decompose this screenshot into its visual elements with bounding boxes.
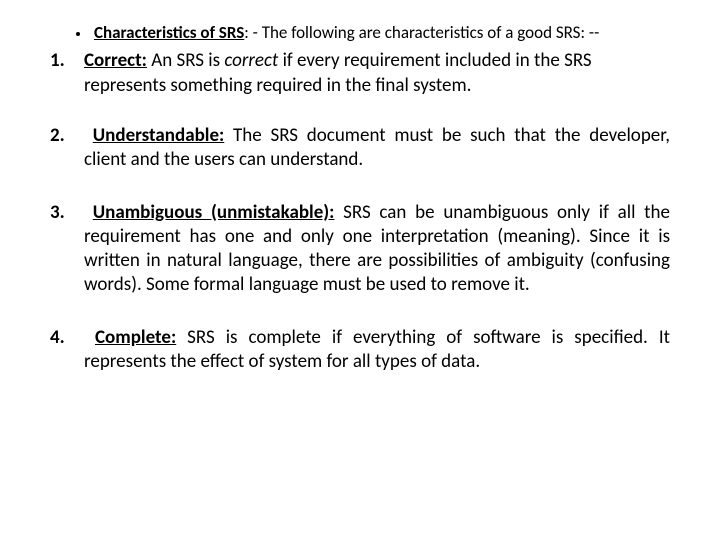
list-item: 1. Correct: An SRS is correct if every r… xyxy=(50,49,670,98)
item-label: Correct: xyxy=(84,49,147,72)
item-pre: An SRS is xyxy=(147,49,224,72)
header-text: Characteristics of SRS: - The following … xyxy=(94,22,599,43)
list-item: 4. Complete: SRS is complete if everythi… xyxy=(50,326,670,375)
list-item: 3. Unambiguous (unmistakable): SRS can b… xyxy=(50,201,670,298)
bullet-icon xyxy=(76,32,80,36)
header-bullet: Characteristics of SRS: - The following … xyxy=(76,22,670,43)
list-item: 2. Understandable: The SRS document must… xyxy=(50,124,670,173)
item-italic: correct xyxy=(224,49,278,72)
slide: Characteristics of SRS: - The following … xyxy=(0,0,720,540)
item-number: 2. xyxy=(50,124,84,149)
item-body: Correct: An SRS is correct if every requ… xyxy=(84,49,670,98)
item-label: Understandable: xyxy=(93,124,224,147)
header-title: Characteristics of SRS xyxy=(94,22,244,43)
header-rest: : - The following are characteristics of… xyxy=(244,22,599,43)
item-label: Complete: xyxy=(95,326,176,349)
item-number: 1. xyxy=(50,49,84,74)
item-number: 4. xyxy=(50,326,84,351)
item-body: Unambiguous (unmistakable): SRS can be u… xyxy=(84,201,670,298)
item-body: Understandable: The SRS document must be… xyxy=(84,124,670,173)
item-number: 3. xyxy=(50,201,84,226)
item-label: Unambiguous (unmistakable): xyxy=(93,201,335,224)
item-body: Complete: SRS is complete if everything … xyxy=(84,326,670,375)
